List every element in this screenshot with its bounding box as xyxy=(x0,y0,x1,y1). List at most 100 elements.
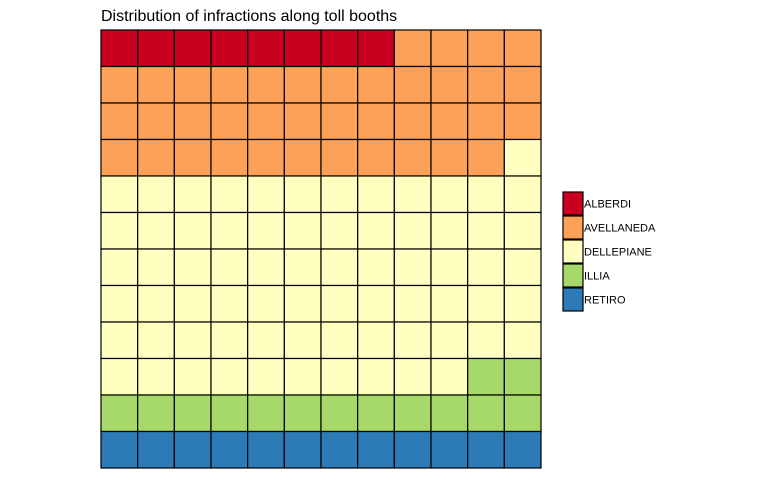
waffle-cell-avellaneda xyxy=(430,65,469,104)
legend-key-illia xyxy=(562,263,584,288)
waffle-cell-dellepiane xyxy=(467,284,505,323)
waffle-cell-dellepiane xyxy=(430,357,469,396)
waffle-cell-illia xyxy=(393,394,432,433)
waffle-cell-dellepiane xyxy=(137,175,175,214)
waffle-cell-avellaneda xyxy=(320,65,359,104)
waffle-cell-illia xyxy=(137,394,175,433)
waffle-cell-alberdi xyxy=(283,29,322,68)
waffle-cell-illia xyxy=(503,357,542,396)
waffle-cell-alberdi xyxy=(137,29,175,68)
waffle-cell-dellepiane xyxy=(393,175,432,214)
waffle-cell-illia xyxy=(210,394,249,433)
waffle-cell-dellepiane xyxy=(503,138,542,177)
waffle-cell-dellepiane xyxy=(173,248,212,287)
waffle-cell-dellepiane xyxy=(137,284,175,323)
waffle-cell-dellepiane xyxy=(247,321,285,360)
waffle-cell-dellepiane xyxy=(100,284,139,323)
waffle-cell-avellaneda xyxy=(503,102,542,141)
waffle-cell-avellaneda xyxy=(357,102,395,141)
waffle-cell-dellepiane xyxy=(137,211,175,250)
waffle-cell-dellepiane xyxy=(100,175,139,214)
waffle-cell-dellepiane xyxy=(503,321,542,360)
legend-label-illia: ILLIA xyxy=(584,271,610,283)
waffle-cell-avellaneda xyxy=(357,138,395,177)
waffle-cell-dellepiane xyxy=(100,211,139,250)
waffle-cell-dellepiane xyxy=(320,248,359,287)
waffle-cell-avellaneda xyxy=(100,138,139,177)
waffle-cell-avellaneda xyxy=(173,102,212,141)
waffle-cell-retiro xyxy=(430,430,469,469)
waffle-cell-avellaneda xyxy=(320,102,359,141)
waffle-cell-avellaneda xyxy=(503,65,542,104)
legend-label-retiro: RETIRO xyxy=(584,295,626,307)
waffle-cell-avellaneda xyxy=(430,138,469,177)
waffle-cell-avellaneda xyxy=(247,138,285,177)
waffle-cell-avellaneda xyxy=(100,102,139,141)
waffle-cell-retiro xyxy=(137,430,175,469)
waffle-cell-dellepiane xyxy=(173,284,212,323)
waffle-cell-avellaneda xyxy=(467,138,505,177)
waffle-cell-dellepiane xyxy=(247,357,285,396)
waffle-cell-illia xyxy=(320,394,359,433)
waffle-cell-dellepiane xyxy=(247,284,285,323)
waffle-cell-illia xyxy=(430,394,469,433)
waffle-cell-avellaneda xyxy=(393,65,432,104)
waffle-cell-dellepiane xyxy=(137,357,175,396)
legend: ALBERDI AVELLANEDA DELLEPIANE ILLIA RETIRO xyxy=(562,191,656,312)
waffle-cell-dellepiane xyxy=(283,175,322,214)
waffle-cell-dellepiane xyxy=(467,248,505,287)
waffle-cell-dellepiane xyxy=(210,357,249,396)
waffle-cell-dellepiane xyxy=(100,321,139,360)
waffle-cell-dellepiane xyxy=(210,284,249,323)
legend-key-avellaneda xyxy=(562,215,584,240)
waffle-cell-retiro xyxy=(100,430,139,469)
waffle-cell-dellepiane xyxy=(503,248,542,287)
waffle-cell-avellaneda xyxy=(467,29,505,68)
waffle-cell-avellaneda xyxy=(210,102,249,141)
waffle-cells xyxy=(100,29,542,469)
waffle-cell-dellepiane xyxy=(467,211,505,250)
waffle-cell-dellepiane xyxy=(173,357,212,396)
waffle-cell-dellepiane xyxy=(393,248,432,287)
waffle-cell-dellepiane xyxy=(467,175,505,214)
waffle-cell-avellaneda xyxy=(357,65,395,104)
chart-title: Distribution of infractions along toll b… xyxy=(101,8,397,25)
waffle-cell-avellaneda xyxy=(247,102,285,141)
waffle-cell-dellepiane xyxy=(503,284,542,323)
waffle-cell-retiro xyxy=(173,430,212,469)
waffle-cell-retiro xyxy=(503,430,542,469)
waffle-cell-illia xyxy=(467,357,505,396)
waffle-cell-illia xyxy=(100,394,139,433)
waffle-cell-dellepiane xyxy=(357,321,395,360)
waffle-cell-retiro xyxy=(357,430,395,469)
waffle-cell-avellaneda xyxy=(247,65,285,104)
waffle-cell-dellepiane xyxy=(320,321,359,360)
waffle-cell-illia xyxy=(357,394,395,433)
waffle-cell-retiro xyxy=(393,430,432,469)
waffle-cell-dellepiane xyxy=(173,175,212,214)
waffle-cell-dellepiane xyxy=(357,357,395,396)
waffle-cell-dellepiane xyxy=(210,175,249,214)
legend-key-dellepiane xyxy=(562,239,584,264)
waffle-cell-alberdi xyxy=(173,29,212,68)
waffle-cell-dellepiane xyxy=(357,284,395,323)
waffle-cell-dellepiane xyxy=(283,357,322,396)
waffle-cell-dellepiane xyxy=(137,321,175,360)
waffle-cell-dellepiane xyxy=(430,248,469,287)
waffle-cell-illia xyxy=(283,394,322,433)
legend-key-alberdi xyxy=(562,191,584,216)
waffle-cell-avellaneda xyxy=(210,65,249,104)
waffle-cell-dellepiane xyxy=(430,321,469,360)
waffle-cell-avellaneda xyxy=(137,65,175,104)
waffle-cell-avellaneda xyxy=(503,29,542,68)
waffle-cell-dellepiane xyxy=(503,211,542,250)
waffle-cell-dellepiane xyxy=(393,211,432,250)
waffle-cell-dellepiane xyxy=(467,321,505,360)
waffle-cell-retiro xyxy=(210,430,249,469)
waffle-cell-dellepiane xyxy=(247,248,285,287)
legend-label-avellaneda: AVELLANEDA xyxy=(584,223,656,235)
waffle-cell-avellaneda xyxy=(283,138,322,177)
waffle-cell-dellepiane xyxy=(210,211,249,250)
waffle-cell-avellaneda xyxy=(430,29,469,68)
waffle-cell-avellaneda xyxy=(137,102,175,141)
